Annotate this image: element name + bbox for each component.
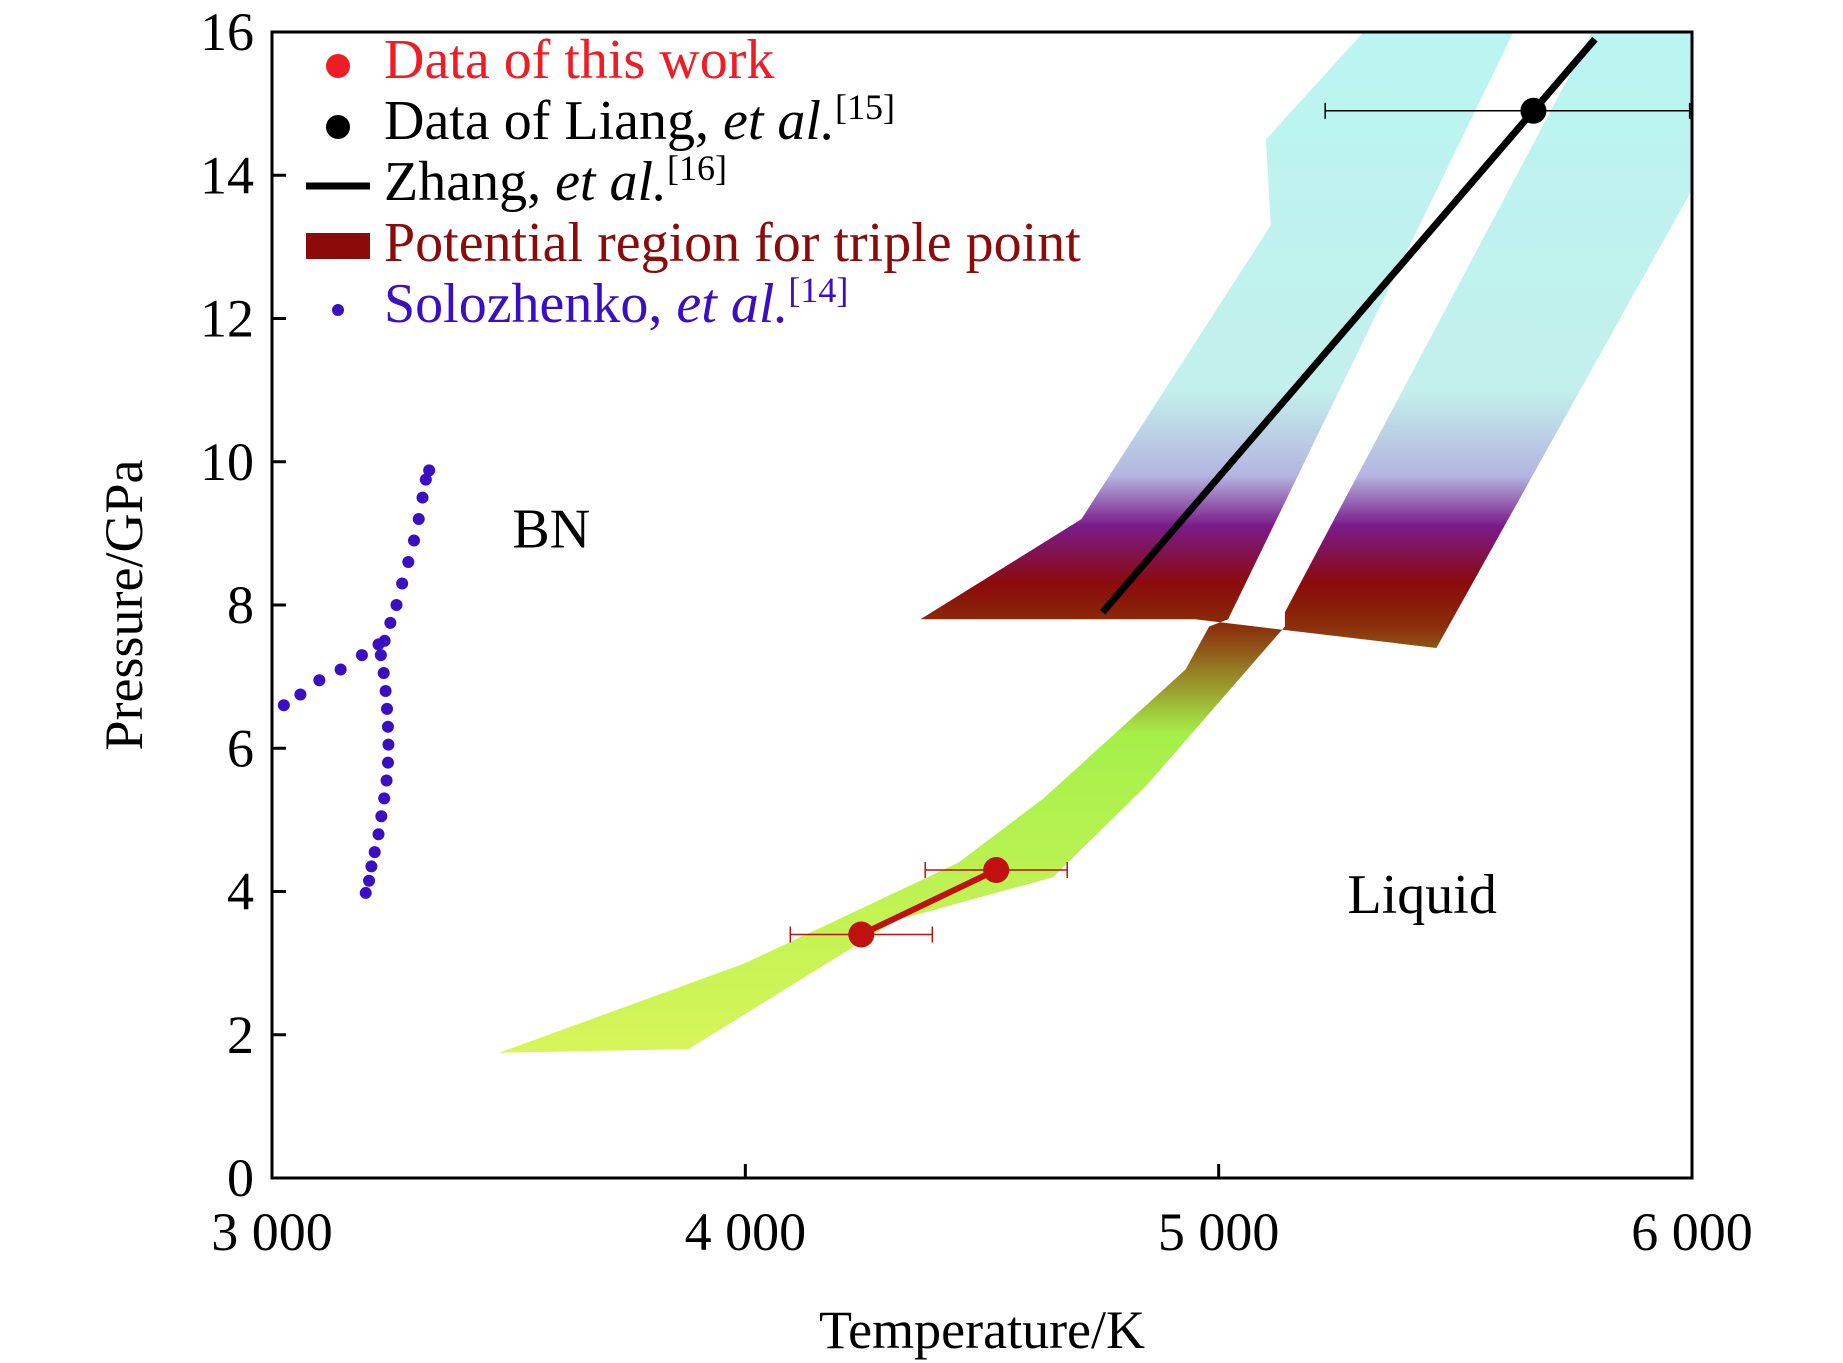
series-3 <box>359 464 436 899</box>
x-axis-label: Temperature/K <box>819 1300 1145 1360</box>
data-point <box>408 534 420 547</box>
legend-item-zhang: Zhang, et al.[16] <box>306 148 727 213</box>
y-tick-label: 16 <box>200 2 254 62</box>
series-line <box>1100 36 1598 615</box>
data-point <box>377 667 390 680</box>
data-point <box>381 720 394 733</box>
data-point <box>313 674 326 687</box>
data-point <box>384 616 397 629</box>
y-tick-label: 0 <box>227 1148 254 1208</box>
legend-item-triple: Potential region for triple point <box>306 212 1081 274</box>
data-point <box>402 556 415 569</box>
y-tick-label: 10 <box>200 432 254 492</box>
data-point <box>379 684 392 697</box>
data-point <box>416 491 429 504</box>
series-line <box>860 867 998 938</box>
data-point <box>381 702 394 715</box>
data-point <box>294 688 307 701</box>
series-4 <box>277 638 385 712</box>
data-point <box>368 846 381 859</box>
region-label: BN <box>512 499 590 561</box>
data-point <box>380 774 393 787</box>
data-point <box>848 921 875 948</box>
legend-label: Data of Liang, et al.[15] <box>384 87 895 152</box>
data-point <box>277 699 290 712</box>
x-tick-label: 4 000 <box>685 1202 807 1262</box>
axes-layer: 3 000 4 000 5 000 6 000 0 2 4 6 8 10 12 14 16 <box>200 2 1753 1262</box>
data-point <box>375 810 388 823</box>
legend-item-liang: Data of Liang, et al.[15] <box>326 87 895 152</box>
legend-item-this_work: Data of this work <box>326 29 774 91</box>
data-point <box>412 513 425 526</box>
data-point <box>355 649 368 662</box>
data-point <box>390 599 403 611</box>
data-point <box>359 886 372 899</box>
data-point <box>378 792 391 805</box>
data-point <box>372 638 385 651</box>
legend-label: Data of this work <box>384 29 774 91</box>
annotation-layer: BN Liquid <box>512 499 1496 926</box>
region-label: Liquid <box>1348 864 1497 926</box>
y-axis-label: Pressure/GPa <box>94 459 154 750</box>
data-point <box>374 649 387 662</box>
data-point <box>419 473 432 486</box>
triple-point-band <box>499 32 1692 1053</box>
y-tick-label: 6 <box>227 718 254 778</box>
data-point <box>365 860 378 873</box>
legend-label: Solozhenko, et al.[14] <box>384 270 848 335</box>
data-point <box>423 464 436 477</box>
data-point <box>983 857 1010 884</box>
legend-marker <box>306 233 370 259</box>
data-point <box>382 738 395 751</box>
series-2 <box>1100 36 1598 615</box>
data-point <box>334 663 347 676</box>
legend-label: Zhang, et al.[16] <box>384 148 727 213</box>
triple-point-band-layer <box>499 32 1692 1053</box>
series-0 <box>789 857 1068 948</box>
legend-item-solozhenko: Solozhenko, et al.[14] <box>332 270 848 335</box>
data-point <box>381 756 394 769</box>
x-tick-label: 6 000 <box>1631 1202 1753 1262</box>
x-tick-label: 5 000 <box>1158 1202 1280 1262</box>
y-tick-label: 4 <box>227 862 254 922</box>
y-tick-label: 8 <box>227 575 254 635</box>
y-tick-label: 14 <box>200 145 254 205</box>
y-tick-label: 2 <box>227 1005 254 1065</box>
legend-marker <box>326 54 350 78</box>
x-tick-label: 3 000 <box>211 1202 333 1262</box>
legend-label: Potential region for triple point <box>384 212 1081 274</box>
data-point <box>396 577 409 590</box>
series-layer <box>277 36 1691 948</box>
y-tick-label: 12 <box>200 289 254 349</box>
data-point <box>363 874 376 887</box>
data-point <box>372 828 385 841</box>
legend-marker <box>326 115 350 139</box>
legend-marker <box>332 304 344 316</box>
